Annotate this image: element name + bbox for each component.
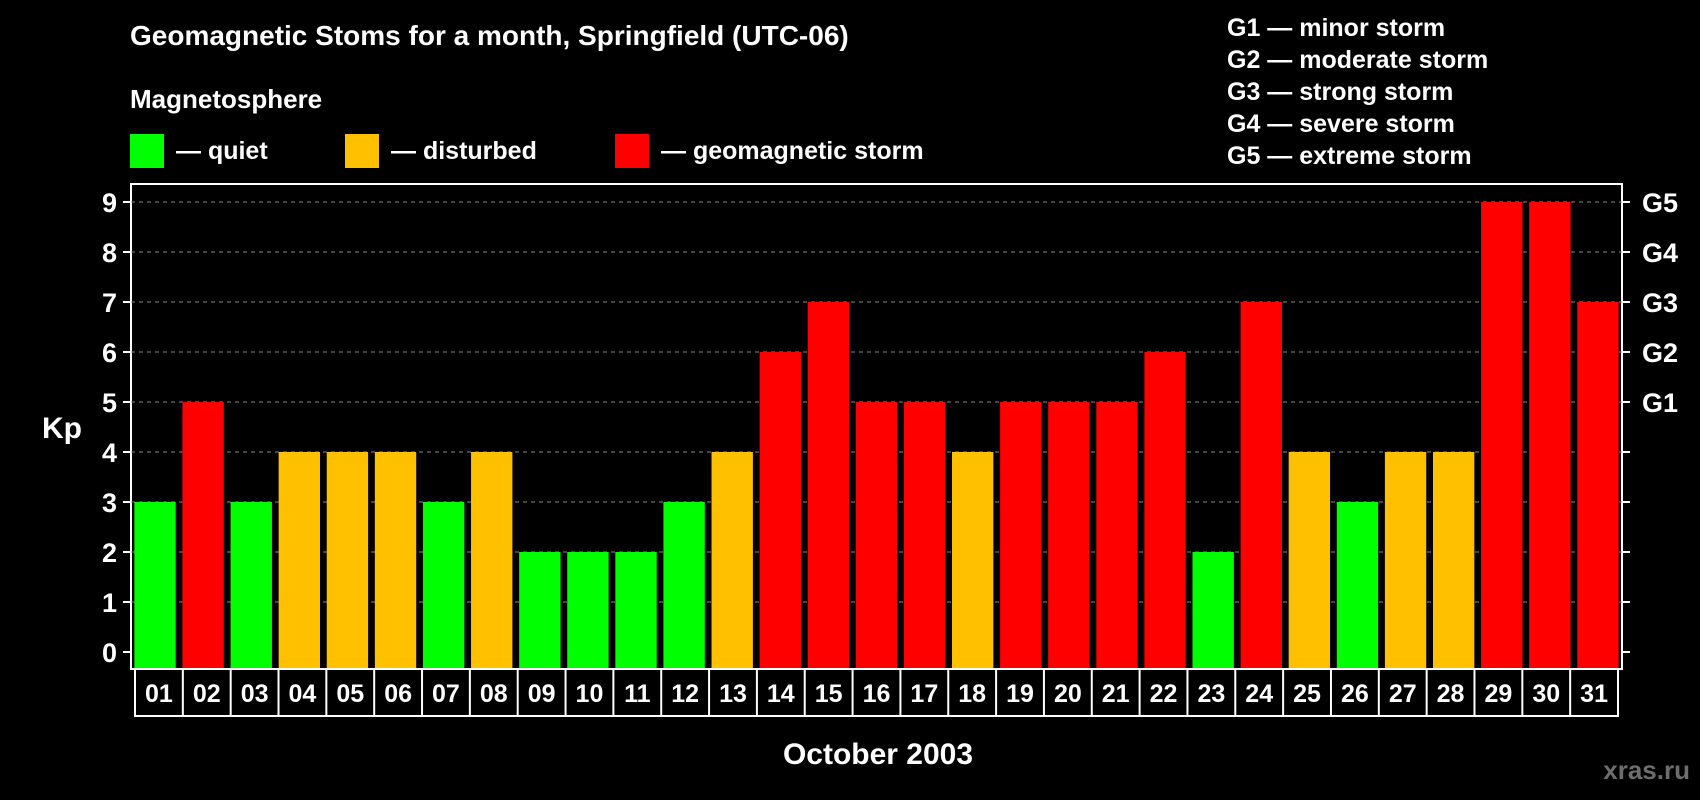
y-tick-label: 1 xyxy=(102,588,117,618)
x-tick-label: 21 xyxy=(1102,680,1130,708)
bar-06 xyxy=(374,452,417,668)
bar-19 xyxy=(1000,402,1042,668)
bar-28 xyxy=(1432,452,1475,668)
x-tick-label: 10 xyxy=(576,680,604,708)
bar-18 xyxy=(952,452,994,668)
y-tick-label: 6 xyxy=(102,338,117,368)
storm-scale-g3: G3 — strong storm xyxy=(1227,78,1454,106)
bar-31 xyxy=(1577,302,1619,668)
y-tick-label: 4 xyxy=(102,438,117,468)
y-tick-label: 3 xyxy=(102,488,117,518)
x-tick-label: 22 xyxy=(1150,680,1178,708)
x-tick-label: 05 xyxy=(336,680,364,708)
storm-level-label: G1 xyxy=(1642,388,1678,418)
bar-04 xyxy=(278,452,321,668)
x-tick-label: 17 xyxy=(910,680,938,708)
storm-scale-g2: G2 — moderate storm xyxy=(1227,46,1489,74)
storm-level-label: G3 xyxy=(1642,288,1678,318)
legend-label-storm: — geomagnetic storm xyxy=(661,136,924,165)
x-tick-label: 11 xyxy=(624,680,651,708)
x-tick-label: 25 xyxy=(1293,680,1321,708)
x-tick-label: 06 xyxy=(384,680,412,708)
bar-08 xyxy=(471,452,513,668)
bar-24 xyxy=(1240,302,1282,668)
x-tick-label: 15 xyxy=(815,680,843,708)
y-tick-label: 7 xyxy=(102,288,117,318)
bar-09 xyxy=(519,552,561,668)
bar-15 xyxy=(807,302,850,668)
bar-02 xyxy=(182,402,224,668)
bar-25 xyxy=(1288,452,1331,668)
bar-23 xyxy=(1192,552,1234,668)
x-tick-label: 07 xyxy=(432,680,460,708)
legend-item-disturbed: — disturbed xyxy=(345,134,537,168)
x-tick-label: 04 xyxy=(289,680,317,708)
x-tick-label: 09 xyxy=(528,680,556,708)
x-tick-label: 24 xyxy=(1245,680,1273,708)
chart-title: Geomagnetic Stoms for a month, Springfie… xyxy=(130,20,849,51)
bar-12 xyxy=(663,502,705,668)
y-tick-label: 5 xyxy=(102,388,117,418)
bar-17 xyxy=(903,402,946,668)
y-axis-label: Kp xyxy=(42,412,82,445)
y-tick-label: 2 xyxy=(102,538,117,568)
storm-scale-g1: G1 — minor storm xyxy=(1227,14,1446,42)
bar-10 xyxy=(567,552,609,668)
x-tick-label: 13 xyxy=(719,680,747,708)
x-tick-label: 18 xyxy=(958,680,986,708)
x-tick-label: 23 xyxy=(1197,680,1225,708)
x-tick-label: 26 xyxy=(1341,680,1369,708)
x-tick-label: 30 xyxy=(1532,680,1560,708)
bar-13 xyxy=(711,452,753,668)
y-tick-label: 9 xyxy=(102,188,117,218)
bar-01 xyxy=(134,502,176,668)
storm-scale-legend: G1 — minor storm G2 — moderate storm G3 … xyxy=(1227,12,1488,172)
x-tick-label: 12 xyxy=(671,680,699,708)
legend-label-disturbed: — disturbed xyxy=(391,136,537,165)
bar-22 xyxy=(1144,352,1186,668)
bar-27 xyxy=(1384,452,1427,668)
x-tick-label: 28 xyxy=(1437,680,1465,708)
y-tick-label: 8 xyxy=(102,238,117,268)
x-category-row xyxy=(134,668,1619,717)
watermark: xras.ru xyxy=(1603,755,1690,785)
legend-swatch-disturbed xyxy=(345,134,379,168)
storm-level-label: G5 xyxy=(1642,188,1678,218)
x-tick-label: 01 xyxy=(145,680,173,708)
x-tick-label: 02 xyxy=(193,680,221,708)
legend-swatch-storm xyxy=(615,134,649,168)
bar-11 xyxy=(615,552,657,668)
storm-level-label: G2 xyxy=(1642,338,1678,368)
x-tick-label: 20 xyxy=(1054,680,1082,708)
bar-16 xyxy=(855,402,898,668)
x-tick-label: 14 xyxy=(767,680,795,708)
bar-05 xyxy=(326,452,369,668)
y-tick-label: 0 xyxy=(102,638,117,668)
bar-21 xyxy=(1096,402,1138,668)
legend-subtitle: Magnetosphere xyxy=(130,84,323,114)
legend-item-storm: — geomagnetic storm xyxy=(615,134,924,168)
storm-level-label: G4 xyxy=(1642,238,1678,268)
x-tick-label: 27 xyxy=(1389,680,1417,708)
bar-30 xyxy=(1529,202,1571,668)
bar-03 xyxy=(230,502,272,668)
legend-label-quiet: — quiet xyxy=(176,136,268,165)
storm-scale-g5: G5 — extreme storm xyxy=(1227,142,1472,170)
storm-scale-g4: G4 — severe storm xyxy=(1227,110,1455,138)
x-tick-label: 16 xyxy=(863,680,891,708)
x-tick-label: 29 xyxy=(1484,680,1512,708)
bar-20 xyxy=(1048,402,1090,668)
legend-swatch-quiet xyxy=(130,134,164,168)
bar-29 xyxy=(1481,202,1523,668)
bar-26 xyxy=(1336,502,1379,668)
x-tick-label: 19 xyxy=(1006,680,1034,708)
legend-item-quiet: — quiet xyxy=(130,134,268,168)
bar-07 xyxy=(422,502,465,668)
x-tick-label: 03 xyxy=(241,680,269,708)
x-tick-label: 08 xyxy=(480,680,508,708)
x-axis-label: October 2003 xyxy=(783,738,973,771)
x-tick-label: 31 xyxy=(1580,680,1608,708)
bar-14 xyxy=(759,352,801,668)
